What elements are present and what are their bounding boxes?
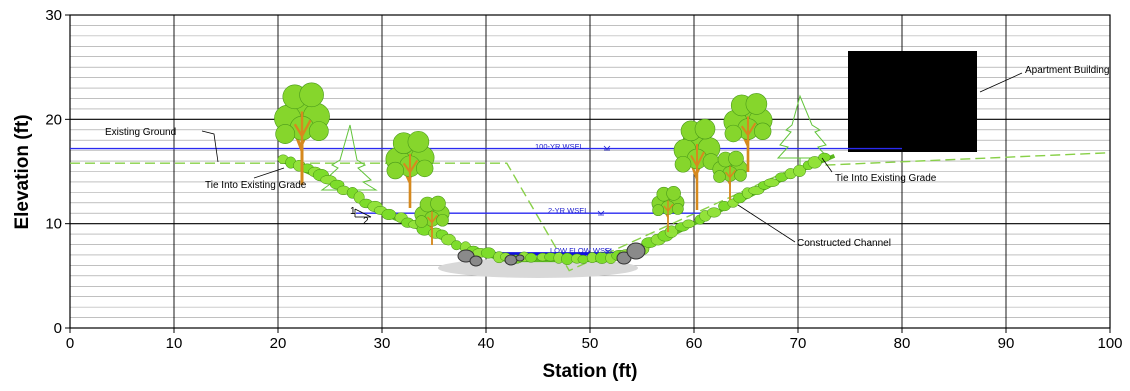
x-tick-label: 70 bbox=[790, 335, 807, 352]
shrub bbox=[763, 178, 780, 188]
shrub bbox=[381, 208, 397, 220]
tree-foliage bbox=[728, 150, 744, 167]
x-tick-label: 10 bbox=[166, 335, 183, 352]
tree-foliage bbox=[299, 82, 324, 108]
deciduous-tree bbox=[385, 130, 435, 208]
x-tick-label: 100 bbox=[1097, 335, 1122, 352]
tree-foliage bbox=[415, 215, 428, 228]
tree-foliage bbox=[753, 122, 772, 141]
y-axis-title: Elevation (ft) bbox=[12, 114, 33, 229]
shrub bbox=[682, 219, 695, 229]
tree-foliage bbox=[745, 93, 768, 115]
x-axis-title: Station (ft) bbox=[543, 361, 638, 382]
deciduous-tree bbox=[274, 82, 330, 185]
y-tick-label: 0 bbox=[54, 320, 62, 337]
x-tick-label: 80 bbox=[894, 335, 911, 352]
deciduous-tree bbox=[673, 118, 721, 210]
tree-foliage bbox=[416, 159, 434, 178]
outline-pine-tree bbox=[320, 124, 378, 198]
x-tick-label: 90 bbox=[998, 335, 1015, 352]
deciduous-tree bbox=[414, 195, 450, 245]
tree-branches bbox=[690, 144, 705, 184]
tree-foliage bbox=[671, 202, 684, 215]
trees bbox=[274, 82, 773, 245]
tree-foliage bbox=[724, 124, 742, 143]
shrub bbox=[577, 254, 589, 264]
y-tick-label: 20 bbox=[45, 111, 62, 128]
tree-foliage bbox=[666, 186, 681, 201]
left-tie-in-label-text: Tie Into Existing Grade bbox=[205, 180, 307, 191]
shrub bbox=[451, 240, 462, 251]
y-axis-ticks: 0 10 20 30 bbox=[45, 7, 70, 337]
y-tick-label: 30 bbox=[45, 7, 62, 24]
wsel-2yr-label: 2-YR WSEL bbox=[548, 206, 588, 215]
tree-branches bbox=[293, 111, 312, 156]
tree-foliage bbox=[436, 213, 449, 227]
constructed-channel-leader bbox=[737, 204, 796, 243]
tree-branches bbox=[724, 166, 736, 187]
y-tick-label: 10 bbox=[45, 216, 62, 233]
apartment-building bbox=[848, 51, 977, 152]
tree-foliage bbox=[407, 130, 430, 153]
tree-foliage bbox=[713, 170, 726, 183]
x-tick-label: 0 bbox=[66, 335, 74, 352]
tree-foliage bbox=[275, 124, 296, 144]
x-tick-label: 40 bbox=[478, 335, 495, 352]
deciduous-tree bbox=[651, 186, 685, 232]
x-tick-label: 50 bbox=[582, 335, 599, 352]
existing-ground-leader bbox=[201, 130, 219, 163]
right-tie-in-leader bbox=[821, 157, 833, 173]
water-surface-symbols bbox=[597, 145, 612, 254]
left-tie-in-leader bbox=[253, 167, 285, 179]
wsel-100yr-label: 100-YR WSEL bbox=[535, 142, 584, 151]
deciduous-tree bbox=[723, 93, 773, 172]
right-tie-in-label: Tie Into Existing Grade bbox=[835, 173, 937, 184]
slope-run-label: 2 bbox=[363, 216, 369, 227]
x-tick-label: 30 bbox=[374, 335, 391, 352]
shrub bbox=[441, 233, 456, 246]
tree-branches bbox=[740, 116, 757, 150]
shrub bbox=[793, 164, 806, 177]
outline-pine-tree bbox=[776, 94, 830, 165]
tree-foliage bbox=[734, 168, 747, 182]
deciduous-tree bbox=[712, 150, 748, 200]
apartment-building-leader bbox=[979, 72, 1023, 93]
tree-foliage bbox=[674, 155, 692, 173]
tree-foliage bbox=[652, 204, 665, 217]
slope-rise-label: 1 bbox=[350, 206, 356, 217]
shrub bbox=[807, 156, 822, 169]
tree-foliage bbox=[430, 195, 446, 212]
tree-branches bbox=[402, 154, 419, 187]
tree-foliage bbox=[308, 121, 329, 142]
right-tie-in-label-text: Tie Into Existing Grade bbox=[835, 173, 937, 184]
x-tick-label: 20 bbox=[270, 335, 287, 352]
existing-ground-label: Existing Ground bbox=[105, 127, 176, 138]
x-tick-label: 60 bbox=[686, 335, 703, 352]
tree-foliage bbox=[386, 161, 404, 180]
tree-foliage bbox=[694, 118, 716, 140]
slope-indicator bbox=[354, 208, 372, 218]
apartment-building-label: Apartment Building bbox=[1025, 65, 1110, 76]
wsel-low-flow-label: LOW FLOW WSEL bbox=[550, 246, 614, 255]
shrub bbox=[525, 252, 537, 263]
x-axis-ticks: 0 10 20 30 40 50 60 70 80 90 100 bbox=[66, 328, 1123, 352]
shrub bbox=[706, 207, 722, 218]
constructed-channel-label: Constructed Channel bbox=[797, 238, 891, 249]
channel-rocks bbox=[457, 242, 646, 267]
tree-branches bbox=[426, 211, 438, 232]
shrub bbox=[818, 152, 831, 162]
tree-branches bbox=[663, 200, 674, 220]
left-tie-in-label: Tie Into Existing Grade bbox=[205, 180, 307, 191]
channel-bed-shadow bbox=[438, 258, 638, 278]
